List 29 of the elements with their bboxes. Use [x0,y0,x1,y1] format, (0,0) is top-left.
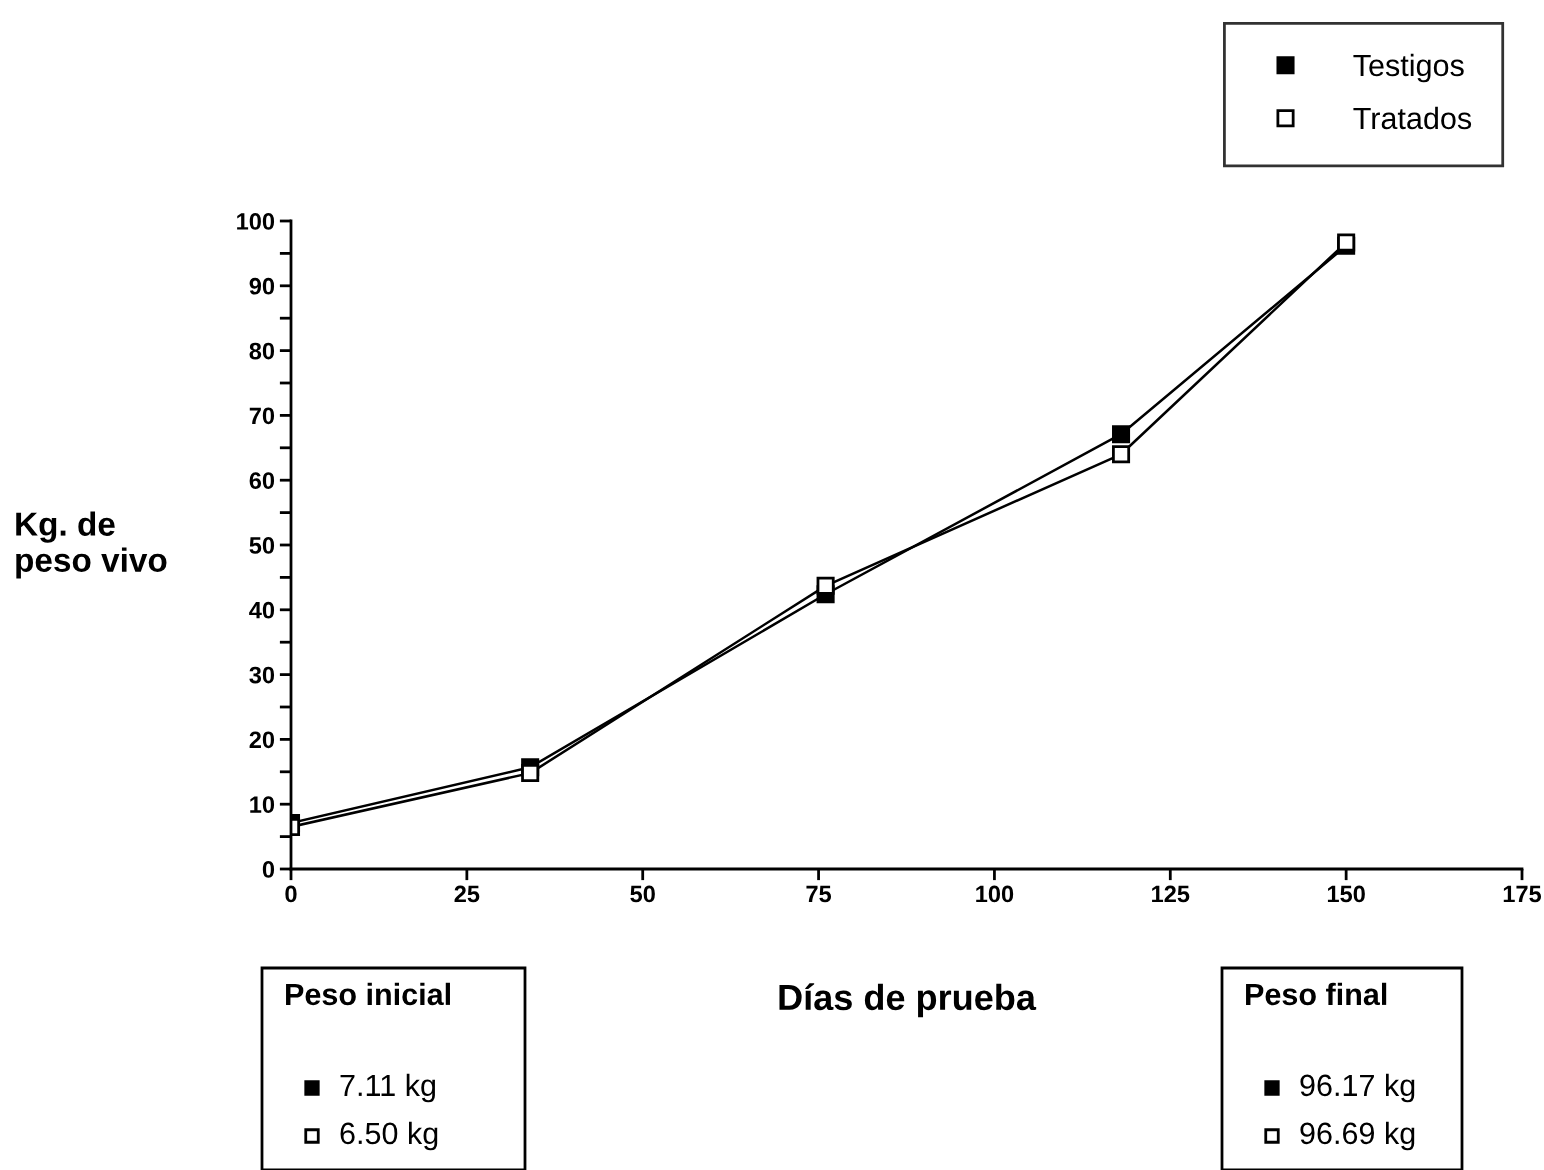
x-tick-label: 175 [1503,885,1542,903]
y-tick-label: 60 [249,472,275,489]
text: Peso inicial [286,982,450,1006]
y-tick-label: 30 [249,666,275,684]
x-axis-title: Días de prueba [779,983,1037,1018]
x-tick-label: 125 [1152,885,1190,903]
text: 7.11 kg [340,1073,436,1103]
x-tick-label: 150 [1327,885,1365,903]
y-tick-label: 50 [249,537,275,554]
text: 96.17 kg [1300,1073,1415,1103]
text: Peso final [1246,982,1387,1006]
y-tick-label: 100 [237,213,275,230]
y-tick-label: 90 [249,277,275,295]
y-tick-label: 0 [262,861,275,878]
legend-label: Testigos [1353,53,1464,83]
y-tick-label: 70 [249,407,275,425]
y-tick-label: 80 [249,342,275,360]
text: 96.69 kg [1300,1121,1415,1151]
x-tick-label: 0 [285,885,297,903]
x-tick-label: 25 [454,885,480,903]
legend-label: Tratados [1353,106,1472,130]
x-tick-label: 100 [976,885,1014,903]
x-tick-label: 50 [630,885,655,903]
y-axis-title: Kg. de peso vivo [16,511,167,579]
y-tick-label: 20 [249,731,275,749]
x-tick-label: 75 [806,885,832,903]
y-tick-label: 40 [249,601,275,619]
y-tick-label: 10 [250,796,275,813]
text: 6.50 kg [340,1121,438,1151]
